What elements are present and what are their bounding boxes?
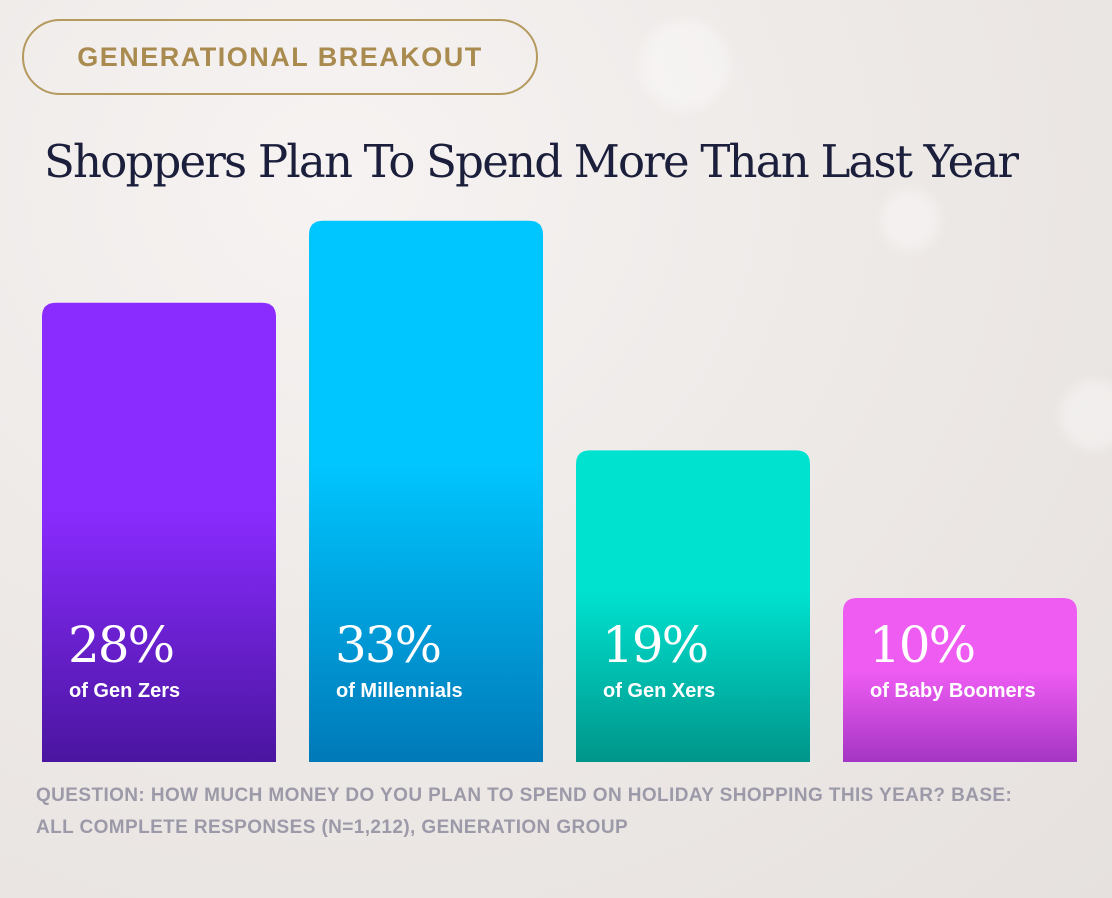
- section-badge: GENERATIONAL BREAKOUT: [22, 19, 538, 95]
- bar-category-label: of Baby Boomers: [870, 680, 1036, 702]
- bar-baby-boomers: [843, 598, 1077, 762]
- bar-category-label: of Gen Zers: [69, 680, 180, 702]
- bar-millennials: [309, 220, 543, 763]
- bar-gen-zers: [42, 302, 276, 762]
- bar-category-label: of Millennials: [336, 680, 463, 702]
- bar-gen-xers: [576, 450, 810, 762]
- chart-title: Shoppers Plan To Spend More Than Last Ye…: [44, 135, 1019, 188]
- bar-value-label: 28%: [68, 616, 173, 674]
- chart-footnote: QUESTION: HOW MUCH MONEY DO YOU PLAN TO …: [36, 785, 1013, 838]
- background-bokeh: [880, 190, 940, 250]
- bar-value-label: 19%: [602, 616, 707, 674]
- bar-category-label: of Gen Xers: [603, 680, 715, 702]
- bar-value-label: 10%: [869, 616, 974, 674]
- background-bokeh: [1060, 380, 1112, 450]
- background-bokeh: [640, 20, 730, 110]
- bar-value-label: 33%: [335, 616, 440, 674]
